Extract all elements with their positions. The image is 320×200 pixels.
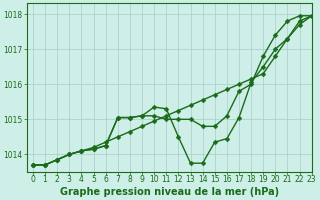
X-axis label: Graphe pression niveau de la mer (hPa): Graphe pression niveau de la mer (hPa) (60, 187, 279, 197)
